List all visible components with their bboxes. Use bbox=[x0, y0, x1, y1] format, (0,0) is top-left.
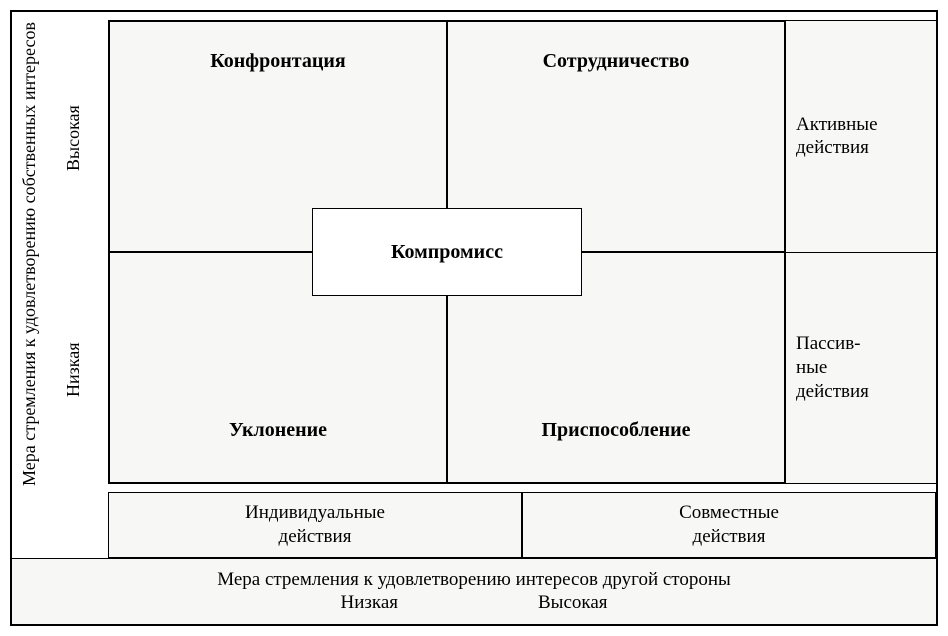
quad-top-left-label: Конфронтация bbox=[210, 50, 345, 73]
y-axis-low: Низкая bbox=[46, 254, 102, 486]
quad-top-right: Сотрудничество bbox=[447, 21, 785, 252]
quad-top-right-label: Сотрудничество bbox=[543, 50, 690, 73]
bottom-action-row: Индивидуальныедействия Совместныедействи… bbox=[12, 492, 936, 558]
x-axis-section: Мера стремления к удовлетворению интерес… bbox=[12, 558, 936, 625]
bottom-section: Индивидуальныедействия Совместныедействи… bbox=[12, 492, 936, 624]
bottom-individual: Индивидуальныедействия bbox=[108, 492, 522, 558]
bottom-spacer bbox=[12, 492, 108, 558]
conflict-styles-matrix: Мера стремления к удовлетворению собстве… bbox=[10, 10, 938, 626]
quad-top-left: Конфронтация bbox=[109, 21, 447, 252]
y-axis-high: Высокая bbox=[46, 22, 102, 254]
y-axis-main-label: Мера стремления к удовлетворению собстве… bbox=[16, 22, 44, 486]
x-axis-low: Низкая bbox=[340, 591, 398, 615]
quad-bottom-right-label: Приспособление bbox=[541, 419, 690, 442]
right-active-label: Активныедействия bbox=[786, 21, 936, 253]
quad-bottom-left: Уклонение bbox=[109, 252, 447, 483]
y-axis-scale: Высокая Низкая bbox=[46, 22, 102, 486]
right-passive-label: Пассив-ныедействия bbox=[786, 253, 936, 484]
bottom-individual-text: Индивидуальныедействия bbox=[245, 501, 385, 549]
right-active-text: Активныедействия bbox=[796, 113, 878, 161]
right-passive-text: Пассив-ныедействия bbox=[796, 332, 869, 403]
quadrant-grid: Конфронтация Сотрудничество Уклонение Пр… bbox=[108, 20, 786, 484]
x-axis-high: Высокая bbox=[538, 591, 608, 615]
bottom-joint-text: Совместныедействия bbox=[679, 501, 779, 549]
quad-bottom-left-label: Уклонение bbox=[229, 419, 327, 442]
x-axis-main-label: Мера стремления к удовлетворению интерес… bbox=[217, 568, 731, 592]
quad-bottom-right: Приспособление bbox=[447, 252, 785, 483]
bottom-joint: Совместныедействия bbox=[522, 492, 936, 558]
x-axis-scale: Низкая Высокая bbox=[340, 591, 607, 615]
right-action-column: Активныедействия Пассив-ныедействия bbox=[786, 20, 936, 484]
